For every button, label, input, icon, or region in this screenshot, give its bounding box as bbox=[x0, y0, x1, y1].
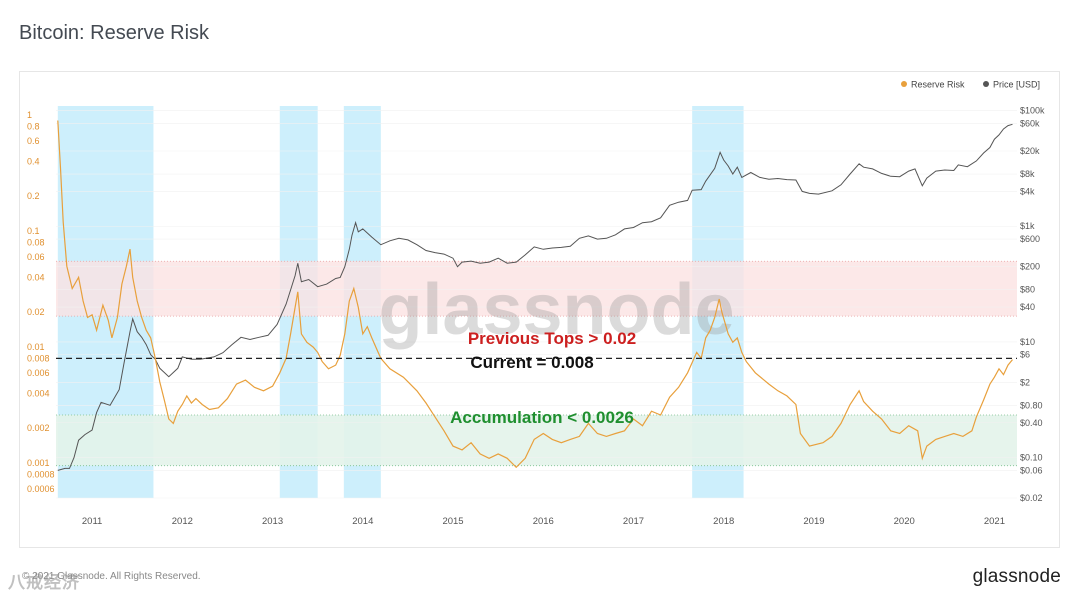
page-title: Bitcoin: Reserve Risk bbox=[19, 22, 210, 44]
x-axis-tick-2014: 2014 bbox=[352, 516, 373, 527]
right-axis-tick-3: $8k bbox=[1020, 169, 1035, 179]
left-axis-tick-8: 0.04 bbox=[27, 272, 45, 282]
left-axis-tick-3: 0.4 bbox=[27, 156, 40, 166]
left-axis-tick-13: 0.004 bbox=[27, 388, 50, 398]
x-axis-tick-2021: 2021 bbox=[984, 516, 1005, 527]
x-axis-tick-2013: 2013 bbox=[262, 516, 283, 527]
right-axis-tick-8: $80 bbox=[1020, 285, 1035, 295]
chart-watermark: glassnode bbox=[378, 270, 734, 350]
right-axis-tick-11: $6 bbox=[1020, 350, 1030, 360]
right-axis-tick-15: $0.10 bbox=[1020, 453, 1043, 463]
annotation-current: Current = 0.008 bbox=[470, 353, 593, 372]
right-axis-tick-2: $20k bbox=[1020, 146, 1040, 156]
right-axis-tick-5: $1k bbox=[1020, 221, 1035, 231]
right-axis-tick-7: $200 bbox=[1020, 262, 1040, 272]
left-axis-tick-12: 0.006 bbox=[27, 368, 50, 378]
right-axis-tick-16: $0.06 bbox=[1020, 465, 1043, 475]
legend-swatch-2 bbox=[983, 81, 989, 87]
watermark-logo: 八戒经济 bbox=[8, 573, 80, 593]
reserve-risk-line bbox=[57, 120, 1013, 469]
left-axis-tick-0: 1 bbox=[27, 110, 32, 120]
left-axis-tick-11: 0.008 bbox=[27, 353, 50, 363]
left-axis-tick-10: 0.01 bbox=[27, 342, 45, 352]
x-axis-tick-2019: 2019 bbox=[803, 516, 824, 527]
left-axis-tick-15: 0.001 bbox=[27, 458, 50, 468]
right-axis-tick-14: $0.40 bbox=[1020, 418, 1043, 428]
right-axis-tick-6: $600 bbox=[1020, 234, 1040, 244]
right-axis-tick-13: $0.80 bbox=[1020, 400, 1043, 410]
left-axis-tick-4: 0.2 bbox=[27, 191, 40, 201]
left-axis-tick-1: 0.8 bbox=[27, 121, 40, 131]
left-axis-tick-5: 0.1 bbox=[27, 226, 40, 236]
legend-swatch-1 bbox=[901, 81, 907, 87]
legend-label-2: Price [USD] bbox=[993, 80, 1040, 90]
left-axis-tick-7: 0.06 bbox=[27, 252, 45, 262]
x-axis-tick-2011: 2011 bbox=[82, 516, 102, 527]
right-axis-tick-4: $4k bbox=[1020, 186, 1035, 196]
left-axis-tick-14: 0.002 bbox=[27, 423, 50, 433]
x-axis-tick-2017: 2017 bbox=[623, 516, 644, 527]
accumulation-zone-band bbox=[56, 414, 1017, 466]
right-axis-tick-9: $40 bbox=[1020, 302, 1035, 312]
x-axis-tick-2012: 2012 bbox=[172, 516, 193, 527]
left-axis-tick-2: 0.6 bbox=[27, 136, 40, 146]
legend-label-1: Reserve Risk bbox=[911, 80, 965, 90]
left-axis-tick-17: 0.0006 bbox=[27, 484, 55, 494]
glassnode-logo[interactable]: glassnode bbox=[972, 566, 1061, 587]
left-axis-tick-16: 0.0008 bbox=[27, 469, 55, 479]
left-axis-tick-9: 0.02 bbox=[27, 307, 45, 317]
x-axis-tick-2018: 2018 bbox=[713, 516, 734, 527]
annotation-previous-tops: Previous Tops > 0.02 bbox=[468, 329, 636, 348]
right-axis-tick-10: $10 bbox=[1020, 337, 1035, 347]
right-axis-tick-17: $0.02 bbox=[1020, 493, 1043, 503]
x-axis-tick-2015: 2015 bbox=[442, 516, 463, 527]
copyright-text: © 2021 Glassnode. All Rights Reserved. bbox=[22, 571, 201, 582]
price-line bbox=[57, 123, 1013, 471]
annotation-accumulation: Accumulation < 0.0026 bbox=[450, 408, 634, 427]
left-axis-tick-6: 0.08 bbox=[27, 237, 45, 247]
x-axis-tick-2016: 2016 bbox=[533, 516, 554, 527]
right-axis-tick-1: $60k bbox=[1020, 118, 1040, 128]
chart-container: glassnode Previous Tops > 0.02 Current = 0… bbox=[19, 71, 1060, 548]
x-axis-tick-2020: 2020 bbox=[894, 516, 915, 527]
right-axis-tick-0: $100k bbox=[1020, 106, 1045, 116]
right-axis-tick-12: $2 bbox=[1020, 377, 1030, 387]
